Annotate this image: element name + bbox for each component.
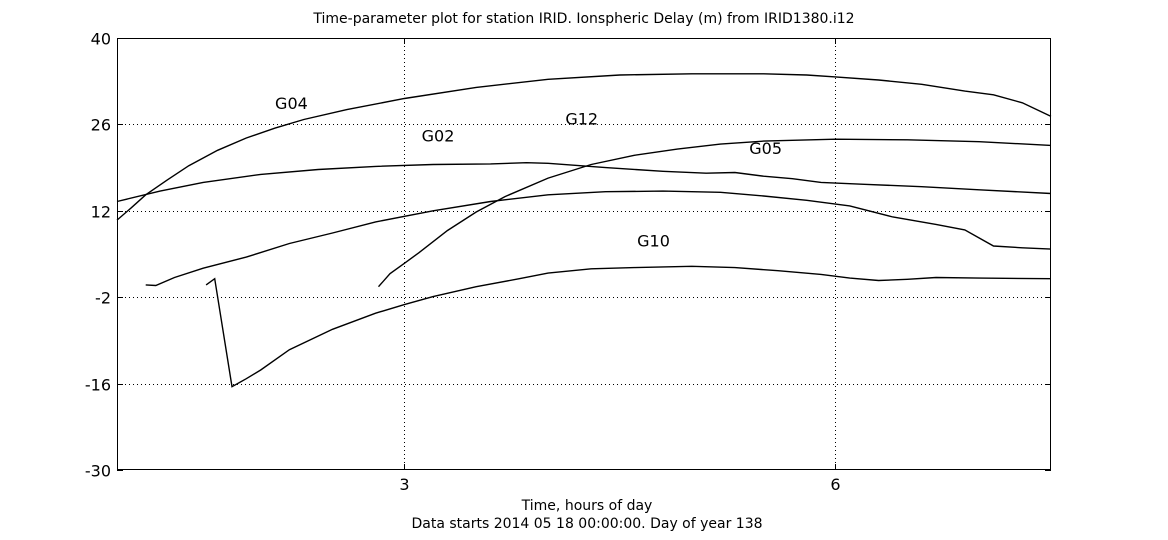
x-tick-label: 6 [830,475,840,494]
series-label-g05: G05 [749,139,782,158]
series-line-g02 [116,161,1052,203]
series-label-g10: G10 [637,232,670,251]
series-lines [116,73,1052,388]
chart-title: Time-parameter plot for station IRID. Io… [312,11,854,27]
plot-frame [117,38,1051,470]
y-tick-label: -30 [85,462,111,481]
series-line-g04 [116,73,1052,221]
series-label-g02: G02 [422,127,455,146]
data-start-note: Data starts 2014 05 18 00:00:00. Day of … [411,516,762,532]
y-tick-label: -16 [85,376,111,395]
x-tick-label: 3 [399,475,409,494]
axis-ticks: 40 26 12 -2 -16 -30 3 6 [85,30,1051,494]
x-axis-label: Time, hours of day [521,498,653,514]
y-tick-label: -2 [95,289,111,308]
y-tick-label: 26 [91,116,111,135]
grid [117,38,1051,470]
y-tick-label: 40 [91,30,111,49]
series-line-g05 [145,190,1052,287]
series-line-g10 [205,265,1052,388]
series-line-g12 [377,138,1052,288]
series-label-g04: G04 [275,94,308,113]
y-tick-label: 12 [91,203,111,222]
series-labels: G04 G02 G12 G05 G10 [275,94,782,251]
series-label-g12: G12 [565,109,598,128]
